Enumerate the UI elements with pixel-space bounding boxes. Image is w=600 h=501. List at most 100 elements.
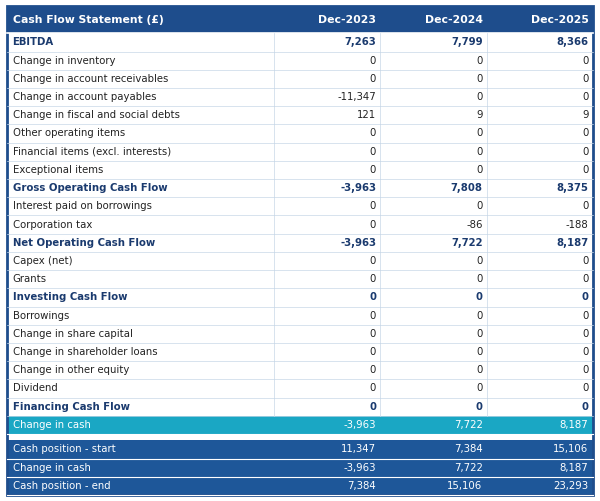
Text: Dec-2024: Dec-2024 <box>425 15 482 25</box>
Bar <box>7 325 593 343</box>
Bar <box>487 70 593 88</box>
Text: 0: 0 <box>582 74 589 84</box>
Text: 7,384: 7,384 <box>347 481 376 491</box>
Bar <box>380 379 487 398</box>
Bar <box>487 288 593 307</box>
Bar <box>487 343 593 361</box>
Bar <box>7 197 274 215</box>
Text: 0: 0 <box>370 201 376 211</box>
Bar <box>487 34 593 52</box>
Bar <box>380 458 487 477</box>
Bar <box>7 343 274 361</box>
Text: 0: 0 <box>476 256 482 266</box>
Text: 0: 0 <box>370 311 376 321</box>
Bar <box>274 307 380 325</box>
Bar <box>7 477 274 495</box>
Text: 0: 0 <box>369 293 376 303</box>
Text: 0: 0 <box>582 165 589 175</box>
Text: Corporation tax: Corporation tax <box>13 219 92 229</box>
Bar <box>7 477 593 495</box>
Bar <box>7 398 593 416</box>
Bar <box>380 88 487 106</box>
Text: 0: 0 <box>476 56 482 66</box>
Text: 7,722: 7,722 <box>454 462 482 472</box>
Bar <box>7 215 274 233</box>
Text: Change in cash: Change in cash <box>13 420 91 430</box>
Bar <box>7 143 593 161</box>
Bar <box>274 270 380 288</box>
Bar <box>380 343 487 361</box>
Text: 0: 0 <box>370 365 376 375</box>
Text: 7,384: 7,384 <box>454 444 482 454</box>
Text: 0: 0 <box>370 383 376 393</box>
Bar <box>7 161 593 179</box>
Bar <box>274 416 380 434</box>
Bar <box>380 106 487 124</box>
Bar <box>7 416 593 434</box>
Text: -11,347: -11,347 <box>337 92 376 102</box>
Text: Cash Flow Statement (£): Cash Flow Statement (£) <box>13 15 163 25</box>
Text: Change in inventory: Change in inventory <box>13 56 115 66</box>
Bar <box>7 288 593 307</box>
Text: EBITDA: EBITDA <box>13 38 54 48</box>
Text: 0: 0 <box>581 293 589 303</box>
Bar <box>7 70 593 88</box>
Text: 0: 0 <box>582 128 589 138</box>
Bar <box>7 252 274 270</box>
Text: 0: 0 <box>476 147 482 157</box>
Bar <box>7 343 593 361</box>
Bar <box>7 106 274 124</box>
Bar <box>380 233 487 252</box>
Bar <box>7 325 274 343</box>
Bar <box>380 361 487 379</box>
Bar <box>380 70 487 88</box>
Text: Dec-2025: Dec-2025 <box>531 15 589 25</box>
Bar <box>7 398 274 416</box>
Bar <box>274 440 380 458</box>
Text: 0: 0 <box>582 274 589 284</box>
Bar <box>7 288 274 307</box>
Text: 8,375: 8,375 <box>557 183 589 193</box>
Bar <box>7 233 593 252</box>
Text: -3,963: -3,963 <box>344 420 376 430</box>
Bar <box>380 252 487 270</box>
Bar <box>7 270 274 288</box>
Text: Dividend: Dividend <box>13 383 58 393</box>
Bar <box>380 161 487 179</box>
Text: Change in shareholder loans: Change in shareholder loans <box>13 347 157 357</box>
Text: Grants: Grants <box>13 274 47 284</box>
Bar <box>380 215 487 233</box>
Bar <box>274 288 380 307</box>
Text: 0: 0 <box>582 56 589 66</box>
Text: Change in cash: Change in cash <box>13 462 91 472</box>
Bar <box>274 379 380 398</box>
Text: 0: 0 <box>370 274 376 284</box>
Bar <box>380 52 487 70</box>
Text: 0: 0 <box>370 128 376 138</box>
Text: 0: 0 <box>476 201 482 211</box>
Bar <box>380 179 487 197</box>
Text: Change in account payables: Change in account payables <box>13 92 156 102</box>
Bar <box>487 179 593 197</box>
Bar <box>274 197 380 215</box>
Bar <box>380 325 487 343</box>
Bar <box>7 52 593 70</box>
Text: 9: 9 <box>476 110 482 120</box>
Bar <box>487 161 593 179</box>
Text: 0: 0 <box>476 165 482 175</box>
Text: 0: 0 <box>370 56 376 66</box>
Bar <box>380 270 487 288</box>
Bar <box>380 477 487 495</box>
Text: 0: 0 <box>582 147 589 157</box>
Bar <box>7 88 274 106</box>
Text: Investing Cash Flow: Investing Cash Flow <box>13 293 127 303</box>
Bar <box>7 124 274 143</box>
Text: -3,963: -3,963 <box>340 238 376 248</box>
Bar <box>274 143 380 161</box>
Bar <box>274 343 380 361</box>
Text: Capex (net): Capex (net) <box>13 256 72 266</box>
Bar <box>380 416 487 434</box>
Bar <box>487 88 593 106</box>
Bar <box>274 179 380 197</box>
Bar <box>7 416 274 434</box>
